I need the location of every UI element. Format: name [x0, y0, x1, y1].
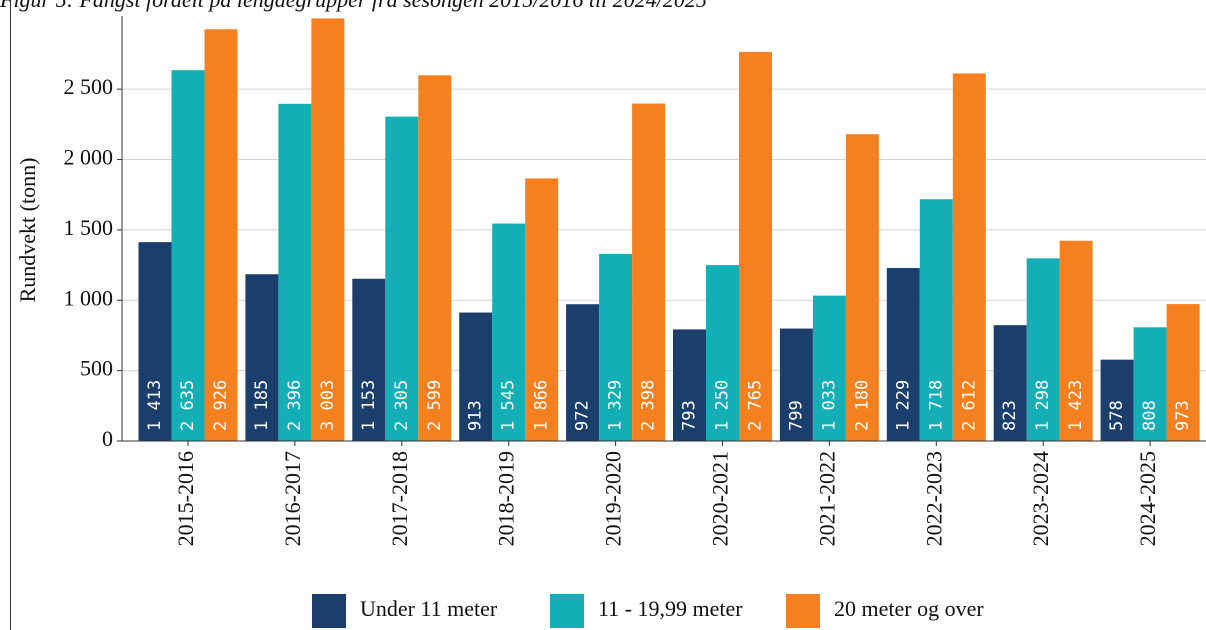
x-tick-label: 2022-2023	[921, 451, 946, 546]
value-label: 793	[680, 400, 700, 431]
x-tick-label: 2020-2021	[708, 451, 733, 546]
bar	[599, 253, 633, 441]
bar	[952, 73, 986, 441]
bar	[919, 199, 953, 441]
value-label: 1 718	[926, 380, 946, 431]
value-label: 808	[1140, 400, 1160, 431]
value-label: 1 153	[359, 380, 379, 431]
value-label: 2 305	[392, 380, 412, 431]
bar	[993, 325, 1027, 441]
x-tick-label: 2016-2017	[280, 451, 305, 546]
bar	[1026, 258, 1060, 441]
value-label: 1 229	[893, 380, 913, 431]
x-tick-label: 2019-2020	[601, 451, 626, 546]
bar	[632, 103, 666, 441]
legend-swatch	[312, 594, 346, 628]
bar	[311, 18, 345, 441]
value-label: 2 398	[639, 380, 659, 431]
x-tick-label: 2018-2019	[494, 451, 519, 546]
bar	[739, 51, 772, 441]
value-label: 1 033	[819, 380, 839, 431]
x-tick-label: 2024-2025	[1135, 451, 1160, 546]
value-label: 1 250	[713, 380, 733, 431]
x-tick-label: 2017-2018	[387, 451, 412, 546]
y-tick-label: 2 000	[64, 145, 114, 170]
bar	[278, 103, 312, 441]
x-tick-label: 2023-2024	[1028, 451, 1053, 546]
value-label: 972	[573, 400, 593, 431]
bar	[566, 304, 600, 441]
y-tick-label: 2 500	[64, 74, 114, 99]
y-tick-label: 0	[102, 426, 113, 451]
bar	[1133, 327, 1167, 441]
y-tick-label: 1 500	[64, 215, 114, 240]
x-tick-label: 2015-2016	[173, 451, 198, 546]
value-label: 1 413	[145, 380, 165, 431]
bar	[245, 274, 279, 441]
value-label: 2 180	[852, 380, 872, 431]
bar	[779, 328, 813, 441]
bar	[845, 134, 879, 441]
value-label: 2 599	[425, 380, 445, 431]
bar	[673, 329, 706, 441]
legend-label: 11 - 19,99 meter	[598, 596, 743, 621]
legend-label: Under 11 meter	[360, 596, 498, 621]
bar	[886, 268, 920, 441]
value-label: 823	[1000, 400, 1020, 431]
value-label: 578	[1107, 400, 1127, 431]
value-label: 1 298	[1033, 380, 1053, 431]
bar	[812, 295, 846, 441]
legend-swatch	[786, 594, 820, 628]
legend-swatch	[550, 594, 584, 628]
y-tick-label: 1 000	[64, 285, 114, 310]
value-label: 1 545	[499, 380, 519, 431]
value-label: 2 926	[211, 380, 231, 431]
value-label: 2 635	[178, 380, 198, 431]
value-label: 799	[786, 400, 806, 431]
bar	[525, 178, 559, 441]
bar	[492, 223, 526, 441]
bar	[385, 116, 419, 442]
value-label: 2 765	[746, 380, 766, 431]
legend-label: 20 meter og over	[834, 596, 984, 621]
value-label: 913	[466, 400, 486, 431]
bar	[459, 312, 493, 441]
bar	[204, 29, 238, 441]
bar	[352, 278, 386, 441]
bar	[1166, 304, 1200, 441]
value-label: 1 329	[606, 380, 626, 431]
y-tick-label: 500	[80, 356, 113, 381]
chart-title: Figur 5: Fangst fordelt på lengdegrupper…	[0, 0, 707, 12]
bar	[1100, 359, 1134, 441]
bar	[1059, 240, 1093, 441]
value-label: 973	[1173, 400, 1193, 431]
value-label: 1 866	[532, 380, 552, 431]
bar	[418, 75, 452, 441]
bar	[706, 265, 739, 441]
x-tick-label: 2021-2022	[814, 451, 839, 546]
value-label: 3 003	[318, 380, 338, 431]
bar	[171, 70, 205, 441]
value-label: 2 396	[285, 380, 305, 431]
value-label: 2 612	[959, 380, 979, 431]
y-axis-title: Rundvekt (tonn)	[15, 158, 40, 303]
bar	[138, 242, 172, 441]
value-label: 1 185	[252, 380, 272, 431]
value-label: 1 423	[1066, 380, 1086, 431]
